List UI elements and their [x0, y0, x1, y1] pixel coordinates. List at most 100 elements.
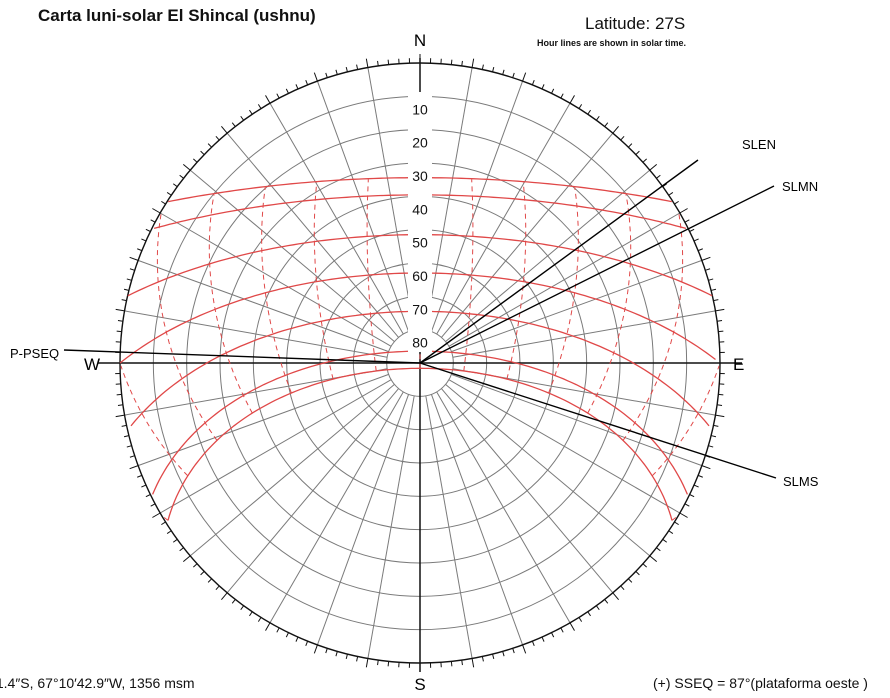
hour-line — [120, 365, 189, 477]
tick-mark — [502, 69, 505, 75]
sight-line — [419, 362, 777, 479]
tick-mark — [569, 95, 575, 104]
tick-mark — [713, 424, 719, 427]
azimuth-line — [269, 391, 404, 624]
tick-mark — [541, 636, 545, 642]
hour-line — [163, 517, 169, 521]
tick-mark — [356, 64, 359, 70]
hour-line — [156, 212, 218, 441]
hour-line — [587, 194, 632, 414]
hour-line — [261, 187, 292, 394]
north-label: N — [414, 31, 426, 50]
azimuth-line — [451, 259, 703, 353]
sight-label-slms: SLMS — [783, 474, 819, 489]
azimuth-line — [430, 80, 524, 332]
tick-mark — [471, 658, 475, 668]
tick-mark — [166, 192, 172, 196]
latitude-label: Latitude: 27S — [585, 14, 686, 33]
tick-mark — [461, 660, 463, 666]
azimuth-line — [367, 67, 415, 331]
azimuth-line — [189, 384, 395, 557]
tick-mark — [207, 143, 212, 148]
tick-mark — [715, 308, 725, 312]
tick-mark — [305, 80, 309, 86]
tick-mark — [656, 547, 661, 552]
tick-mark — [200, 150, 205, 155]
azimuth-line — [367, 395, 415, 659]
sight-label-p-pseq: P-PSEQ — [10, 346, 59, 361]
azimuth-line — [430, 394, 524, 646]
tick-mark — [531, 640, 535, 646]
tick-mark — [628, 143, 633, 148]
site-coordinates: ’11.4″S, 67°10′42.9″W, 1356 msm — [0, 675, 195, 691]
tick-mark — [179, 174, 184, 179]
sight-line — [419, 159, 699, 364]
tick-mark — [587, 611, 591, 617]
tick-mark — [207, 578, 212, 583]
tick-mark — [123, 288, 130, 291]
tick-mark — [635, 571, 640, 576]
tick-mark — [200, 571, 205, 576]
tick-mark — [668, 530, 674, 534]
tick-mark — [656, 174, 661, 179]
tick-mark — [668, 192, 674, 196]
tick-mark — [701, 256, 711, 261]
tick-mark — [335, 69, 338, 75]
tick-mark — [512, 72, 515, 78]
tick-mark — [628, 578, 633, 583]
sight-label-slen: SLEN — [742, 137, 776, 152]
altitude-label: 50 — [412, 235, 428, 251]
tick-mark — [365, 658, 369, 668]
altitude-label: 70 — [412, 301, 428, 317]
tick-mark — [492, 66, 495, 73]
tick-mark — [129, 465, 139, 470]
sseq-note: (+) SSEQ = 87°(plataforma oeste ) — [653, 675, 868, 691]
tick-mark — [137, 474, 143, 478]
tick-mark — [710, 435, 717, 438]
tick-mark — [531, 80, 535, 86]
tick-mark — [325, 72, 328, 78]
tick-mark — [276, 93, 280, 99]
tick-mark — [604, 122, 609, 127]
azimuth-line — [436, 391, 571, 624]
tick-mark — [705, 268, 711, 271]
tick-mark — [129, 256, 139, 261]
altitude-label: 40 — [412, 201, 428, 217]
tick-mark — [117, 404, 123, 406]
tick-mark — [313, 644, 318, 654]
altitude-label: 20 — [412, 135, 428, 151]
azimuth-line — [425, 395, 473, 659]
tick-mark — [295, 84, 299, 90]
sight-lines — [63, 159, 777, 479]
tick-mark — [708, 445, 714, 448]
tick-mark — [179, 547, 184, 552]
tick-mark — [450, 661, 453, 667]
tick-mark — [578, 104, 583, 109]
tick-mark — [141, 238, 147, 242]
tick-mark — [116, 330, 122, 333]
azimuth-line — [124, 310, 388, 358]
tick-mark — [612, 125, 620, 134]
tick-mark — [684, 219, 690, 223]
sight-label-slmn: SLMN — [782, 179, 818, 194]
hour-line — [313, 182, 334, 380]
tick-mark — [481, 656, 484, 662]
azimuth-line — [316, 80, 410, 332]
azimuth-line — [441, 132, 614, 338]
tick-mark — [193, 563, 198, 568]
azimuth-line — [269, 102, 404, 335]
tick-mark — [365, 58, 369, 68]
tick-mark — [689, 494, 695, 498]
tick-mark — [522, 644, 527, 654]
tick-mark — [377, 660, 379, 666]
tick-mark — [471, 58, 475, 68]
azimuth-line — [159, 212, 392, 347]
hour-lines-note: Hour lines are shown in solar time. — [537, 38, 687, 48]
tick-mark — [708, 278, 714, 281]
tick-mark — [220, 592, 228, 601]
tick-mark — [115, 308, 125, 312]
hour-line — [671, 517, 677, 521]
tick-mark — [231, 122, 236, 127]
tick-mark — [689, 228, 695, 232]
